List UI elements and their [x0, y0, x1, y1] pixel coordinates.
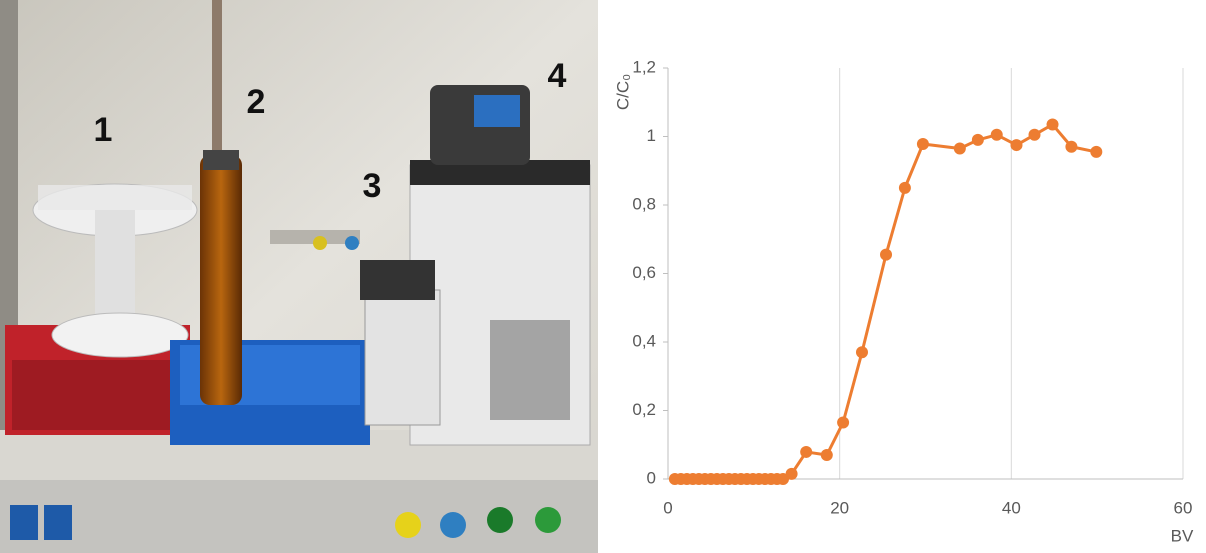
data-point: [898, 181, 911, 194]
photo: 1 2 3 4: [0, 0, 598, 553]
data-point: [1065, 140, 1078, 153]
data-point: [855, 346, 868, 359]
x-tick-label: 40: [1002, 498, 1021, 517]
y-tick-label: 0,4: [632, 331, 656, 350]
data-point: [1046, 118, 1059, 131]
photo-label: 1: [94, 111, 113, 149]
photo-label: 2: [247, 83, 266, 121]
y-tick-label: 0,6: [632, 263, 656, 282]
data-point: [1010, 139, 1023, 152]
data-point: [916, 138, 929, 151]
photo-label: 3: [363, 167, 382, 205]
data-point: [820, 449, 833, 462]
data-point: [1028, 128, 1041, 141]
data-point: [880, 248, 893, 261]
data-point: [1090, 145, 1103, 158]
y-tick-label: 0,8: [632, 194, 656, 213]
x-tick-label: 60: [1174, 498, 1193, 517]
data-line: [674, 123, 1097, 481]
x-tick-label: 20: [830, 498, 849, 517]
data-point: [953, 142, 966, 155]
y-axis-label: C/C₀: [613, 74, 632, 110]
y-tick-label: 0,2: [632, 400, 656, 419]
data-point: [837, 416, 850, 429]
x-tick-label: 0: [663, 498, 672, 517]
data-point: [971, 133, 984, 146]
y-tick-label: 0: [647, 468, 656, 487]
data-point: [990, 128, 1003, 141]
chart: BV C/C₀ 0 20 40 60 0 0,2 0,4 0,6 0,8 1 1,2: [613, 57, 1194, 545]
y-tick-label: 1,2: [632, 57, 656, 76]
data-point: [785, 467, 798, 480]
y-tick-label: 1: [647, 126, 656, 145]
x-axis-label: BV: [1171, 526, 1194, 545]
photo-label: 4: [548, 57, 567, 95]
data-point: [800, 445, 813, 458]
